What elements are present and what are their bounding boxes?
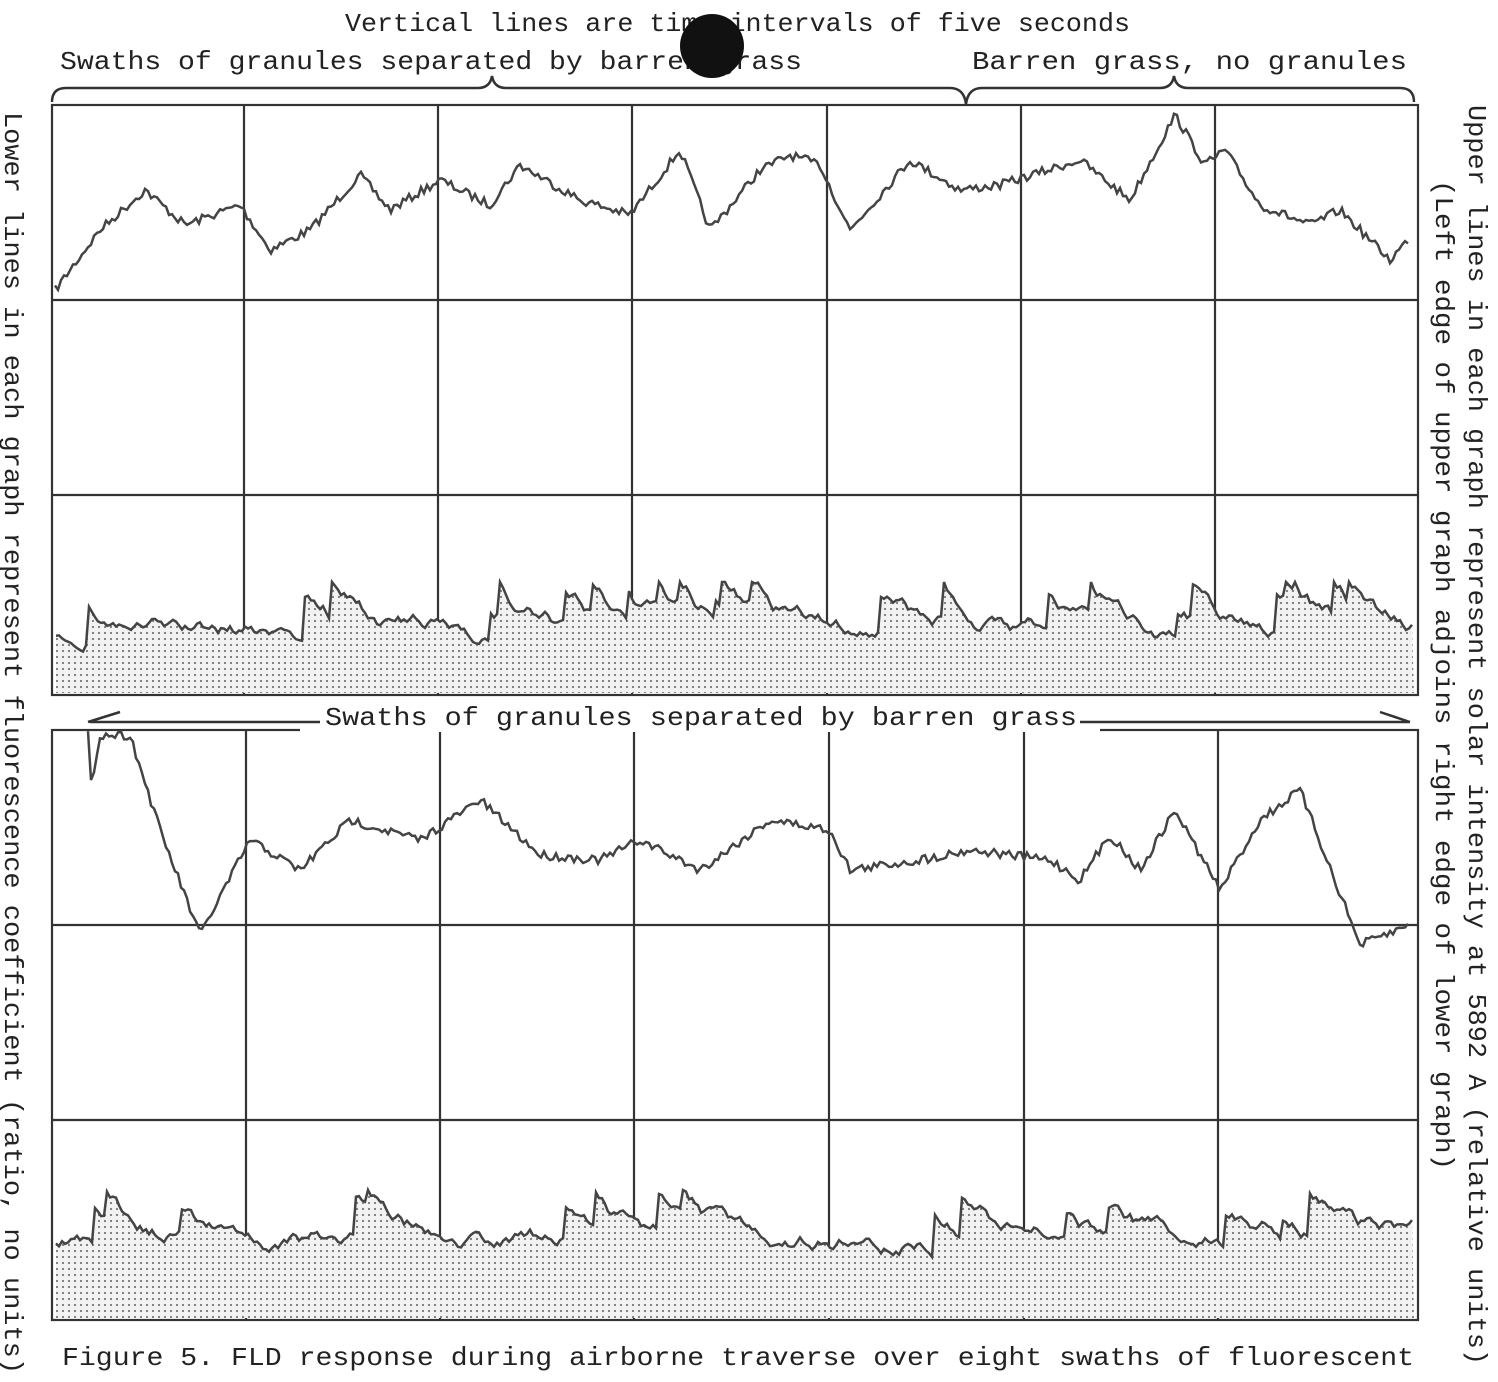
brace: [50, 75, 1416, 105]
fluorescence-fill: [56, 1190, 1414, 1318]
solar-trace: [53, 112, 1409, 293]
caption: Figure 5. FLD response during airborne t…: [62, 1343, 1414, 1373]
upper-label: Swaths of granules separated by barren g…: [60, 47, 802, 77]
fluorescence-trace: [55, 1186, 1413, 1261]
graph-frame: [50, 103, 1420, 697]
ink-blot: [680, 14, 744, 78]
right-axis-note: (Left edge of upper graph adjoins right …: [1428, 180, 1458, 1170]
right-axis-label: Upper lines in each graph represent sola…: [1461, 105, 1491, 1365]
label-bg: [300, 702, 1100, 732]
left-axis-label: Lower lines in each graph represent fluo…: [0, 112, 27, 1374]
solar-trace: [86, 730, 1409, 949]
fluorescence-trace: [55, 577, 1413, 654]
upper-graph: [50, 103, 1420, 697]
upper-label: Barren grass, no granules: [972, 47, 1407, 77]
lower-graph: [50, 728, 1420, 1322]
arrow: [87, 710, 1411, 724]
lower-label: Swaths of granules separated by barren g…: [325, 703, 1077, 733]
